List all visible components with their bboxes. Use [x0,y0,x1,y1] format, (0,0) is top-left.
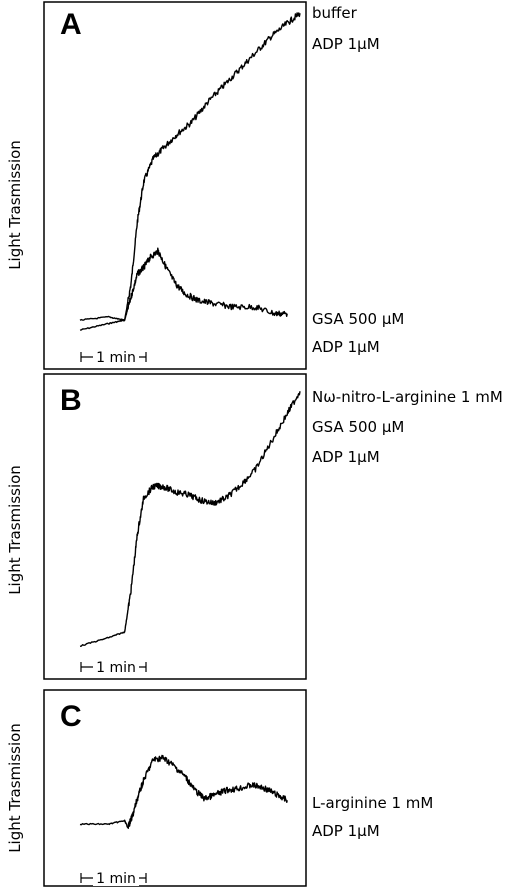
panel-a-ylabel: Light Trasmission [6,140,24,270]
panel-a-scale-bar: 1 min [80,349,147,366]
panel-a-annotation-1: buffer [312,4,358,22]
panel-b-annotation-2: GSA 500 µM [312,418,404,436]
panel-c-annotation-2: ADP 1µM [312,822,380,840]
panel-c-label: C [60,700,82,733]
panel-a-annotation-4: ADP 1µM [312,338,380,356]
panel-a-trace-1 [79,12,301,331]
panel-b-series-layer [79,391,301,647]
panel-c-scale-label: 1 min [96,871,136,887]
panel-a-annotation-3: GSA 500 µM [312,310,404,328]
panel-c-scale-mask [93,870,139,886]
panel-c-scale-bar: 1 min [80,870,147,887]
panel-b: B Light Trasmission 1 min Nω-nitro-L-arg… [6,373,503,680]
panel-a-frame [43,1,307,370]
panel-c-trace-1 [79,754,288,829]
panel-a: A Light Trasmission 1 min buffer ADP 1µM… [6,1,404,370]
panel-c-ylabel: Light Trasmission [6,723,24,853]
panel-b-scale-bar: 1 min [80,659,147,676]
panel-a-trace-2 [79,247,288,322]
panel-b-label: B [60,384,82,417]
panel-b-annotation-3: ADP 1µM [312,448,380,466]
panel-b-frame [43,373,307,680]
panel-b-trace-1 [79,391,301,647]
panel-c-frame [43,689,307,887]
panel-c: C Light Trasmission 1 min L-arginine 1 m… [6,689,433,887]
panel-b-scale-mask [93,659,139,675]
panel-c-annotation-1: L-arginine 1 mM [312,794,433,812]
panel-b-annotation-1: Nω-nitro-L-arginine 1 mM [312,388,503,406]
panel-a-scale-label: 1 min [96,350,136,366]
panel-a-scale-mask [93,349,139,365]
panel-a-label: A [60,8,82,41]
panel-c-series-layer [79,754,288,829]
panel-b-ylabel: Light Trasmission [6,465,24,595]
panel-b-scale-label: 1 min [96,660,136,676]
panel-a-series-layer [79,12,301,331]
panel-a-annotation-2: ADP 1µM [312,35,380,53]
